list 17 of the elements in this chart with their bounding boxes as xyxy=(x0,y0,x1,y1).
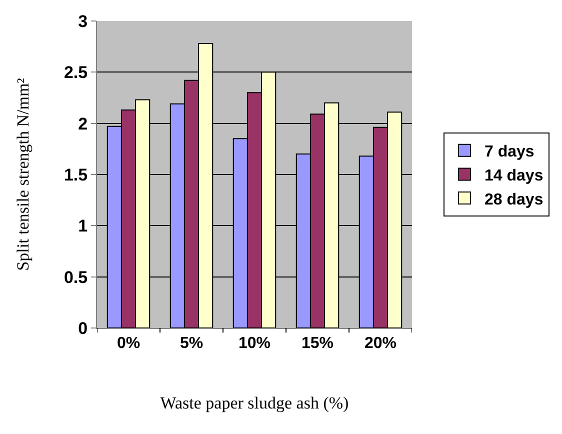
y-tick-label: 0 xyxy=(78,318,88,338)
y-tick-label: 2.5 xyxy=(64,63,88,82)
y-tick-label: 1.5 xyxy=(64,165,88,184)
x-tick-label: 15% xyxy=(301,335,334,352)
y-tick-label: 2 xyxy=(78,114,88,134)
y-tick-label: 0.5 xyxy=(64,268,88,287)
y-tick-label: 3 xyxy=(78,12,88,31)
x-tick-label: 10% xyxy=(238,335,271,352)
x-tick-label: 0% xyxy=(116,335,140,352)
x-tick-label: 5% xyxy=(180,335,204,352)
legend-label: 7 days xyxy=(484,144,534,161)
x-tick-label: 20% xyxy=(364,335,397,352)
y-axis-title: Split tensile strength N/mm² xyxy=(14,78,33,271)
y-tick-label: 1 xyxy=(78,216,88,236)
x-axis-title: Waste paper sludge ash (%) xyxy=(160,394,349,413)
legend-label: 28 days xyxy=(484,191,544,208)
legend-label: 14 days xyxy=(484,167,544,184)
